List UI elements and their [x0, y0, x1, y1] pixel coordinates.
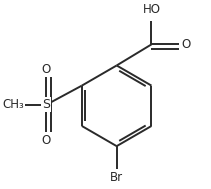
Text: O: O [182, 38, 191, 51]
Text: O: O [41, 63, 51, 76]
Text: Br: Br [110, 171, 123, 184]
Text: HO: HO [142, 3, 161, 16]
Text: CH₃: CH₃ [2, 98, 24, 111]
Text: O: O [41, 134, 51, 147]
Text: S: S [42, 98, 50, 111]
